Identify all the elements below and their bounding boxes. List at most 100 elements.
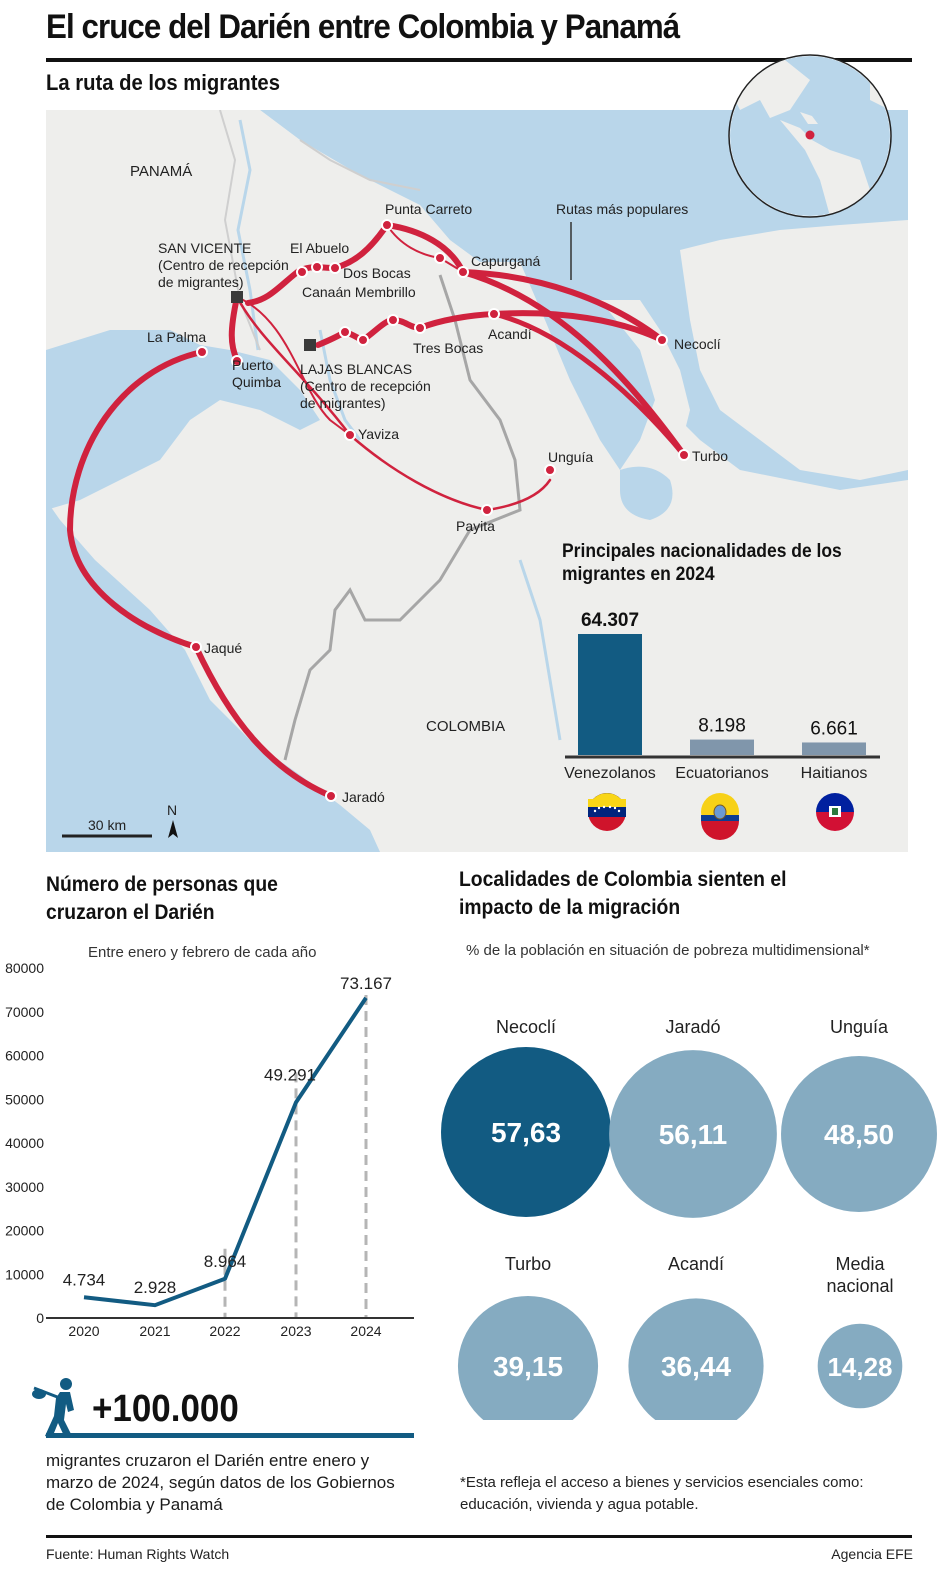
bubble-label: Media (835, 1254, 885, 1274)
place-label: Tres Bocas (413, 340, 483, 356)
country-label-colombia: COLOMBIA (426, 718, 505, 735)
bubble-value: 39,15 (493, 1351, 563, 1382)
center-name: LAJAS BLANCAS (300, 361, 412, 377)
x-tick-label: 2024 (350, 1323, 381, 1339)
line-chart-subtitle: Entre enero y febrero de cada año (88, 944, 317, 961)
place-label: Payita (456, 518, 495, 534)
highlight-rule (46, 1433, 414, 1438)
dot-puerto-quimba (231, 355, 243, 367)
scale-label: 30 km (88, 817, 126, 833)
guides (223, 995, 368, 1318)
line-chart-title-line: Número de personas que (46, 873, 278, 896)
country-label-panama: PANAMÁ (130, 163, 192, 180)
highlight-number: +100.000 (92, 1388, 239, 1430)
dot-acandi (488, 308, 500, 320)
dot-jarado (325, 790, 337, 802)
page-title: El cruce del Darién entre Colombia y Pan… (46, 8, 680, 46)
bar-category-label: Venezolanos (564, 765, 656, 782)
land-peninsula (600, 300, 690, 470)
dot-necocli (656, 334, 668, 346)
dot-route (387, 314, 399, 326)
title-rule (46, 58, 912, 62)
y-tick-label: 20000 (5, 1223, 44, 1239)
bubble-label: Turbo (505, 1254, 551, 1274)
dot-route (357, 334, 369, 346)
locator-globe (728, 54, 892, 218)
bar-value-label: 6.661 (810, 718, 858, 739)
place-label: Turbo (692, 448, 728, 464)
dot-el-abuelo (311, 261, 323, 273)
bubble-chart-subtitle: % de la población en situación de pobrez… (466, 942, 870, 959)
place-label: Acandí (488, 326, 532, 342)
poverty-bubble-chart: 57,63 Necoclí 56,11 Jaradó 48,50 Unguía 39,15 T… (441, 1017, 937, 1420)
route-thin (235, 295, 552, 512)
dot-capurgana (457, 266, 469, 278)
place-label: Jaradó (342, 789, 385, 805)
bubble (817, 1323, 903, 1409)
land-panama-north (46, 110, 300, 230)
place-label: Necoclí (674, 336, 721, 352)
haiti-flag (816, 793, 854, 831)
center-note: (Centro de recepción (158, 257, 289, 273)
bubble (628, 1298, 764, 1420)
land-northeast (680, 220, 908, 480)
dot-punta-carreto (381, 219, 393, 231)
dot-tres-bocas (414, 322, 426, 334)
x-axis: 2020 2021 2022 2023 2024 (68, 1323, 381, 1339)
footer-rule (46, 1535, 912, 1538)
center-note: de migrantes) (300, 395, 386, 411)
dot-dos-bocas (329, 262, 341, 274)
venezuela-flag (588, 793, 626, 831)
place-label: Canaán Membrillo (302, 284, 416, 300)
bar-ecuatorianos (690, 739, 754, 755)
lake (620, 466, 673, 520)
x-tick-label: 2023 (280, 1323, 311, 1339)
source-credit: Fuente: Human Rights Watch (46, 1546, 230, 1562)
bubble-chart-title: Localidades de Colombia sienten el impac… (459, 866, 786, 922)
town-dots (190, 219, 690, 802)
dot-canaan (296, 266, 308, 278)
place-label: Capurganá (471, 253, 540, 269)
bubble-label: Unguía (830, 1017, 889, 1037)
bubble-chart-title-line: impacto de la migración (459, 896, 681, 919)
land-mass (46, 110, 908, 852)
dot-yaviza (344, 429, 356, 441)
dot-route (434, 252, 446, 264)
route-main (460, 269, 665, 343)
bubble-value: 48,50 (824, 1119, 894, 1150)
bubble-value: 36,44 (661, 1351, 731, 1382)
reception-center-icon (304, 339, 316, 351)
bubble (609, 1050, 777, 1218)
dot-la-palma (196, 346, 208, 358)
bubble-value: 57,63 (491, 1117, 561, 1148)
place-label: Punta Carreto (385, 201, 472, 217)
dot-turbo (678, 449, 690, 461)
route-main (66, 349, 334, 799)
y-tick-label: 0 (36, 1310, 44, 1326)
migrant-walking-icon (32, 1378, 74, 1438)
y-tick-label: 50000 (5, 1091, 44, 1107)
bar-category-label: Ecuatorianos (675, 765, 768, 782)
bar-haitianos (802, 742, 866, 755)
line-chart-title-line: cruzaron el Darién (46, 901, 215, 924)
y-tick-label: 60000 (5, 1048, 44, 1064)
bubble-label: Necoclí (496, 1017, 556, 1037)
data-label: 49.291 (264, 1065, 316, 1084)
center-note: (Centro de recepción (300, 378, 431, 394)
dot-jaque (190, 641, 202, 653)
x-tick-label: 2020 (68, 1323, 99, 1339)
center-note: de migrantes) (158, 274, 244, 290)
route-label: Rutas más populares (556, 201, 688, 217)
data-label: 2.928 (134, 1278, 177, 1297)
bubble-footnote: *Esta refleja el acceso a bienes y servi… (460, 1474, 864, 1513)
route-thin (236, 296, 351, 436)
bubble (441, 1047, 611, 1217)
border-line (283, 274, 522, 761)
nationalities-title: Principales nacionalidades de los migran… (562, 540, 842, 586)
ecuador-flag (701, 793, 739, 840)
agency-credit: Agencia EFE (831, 1546, 913, 1562)
nationalities-bar-chart: 64.307 Venezolanos 8.198 Ecuatorianos 6.661 H… (564, 610, 867, 782)
highlight-text: migrantes cruzaron el Darién entre enero… (46, 1451, 395, 1514)
dot-route (339, 326, 351, 338)
y-tick-label: 40000 (5, 1135, 44, 1151)
